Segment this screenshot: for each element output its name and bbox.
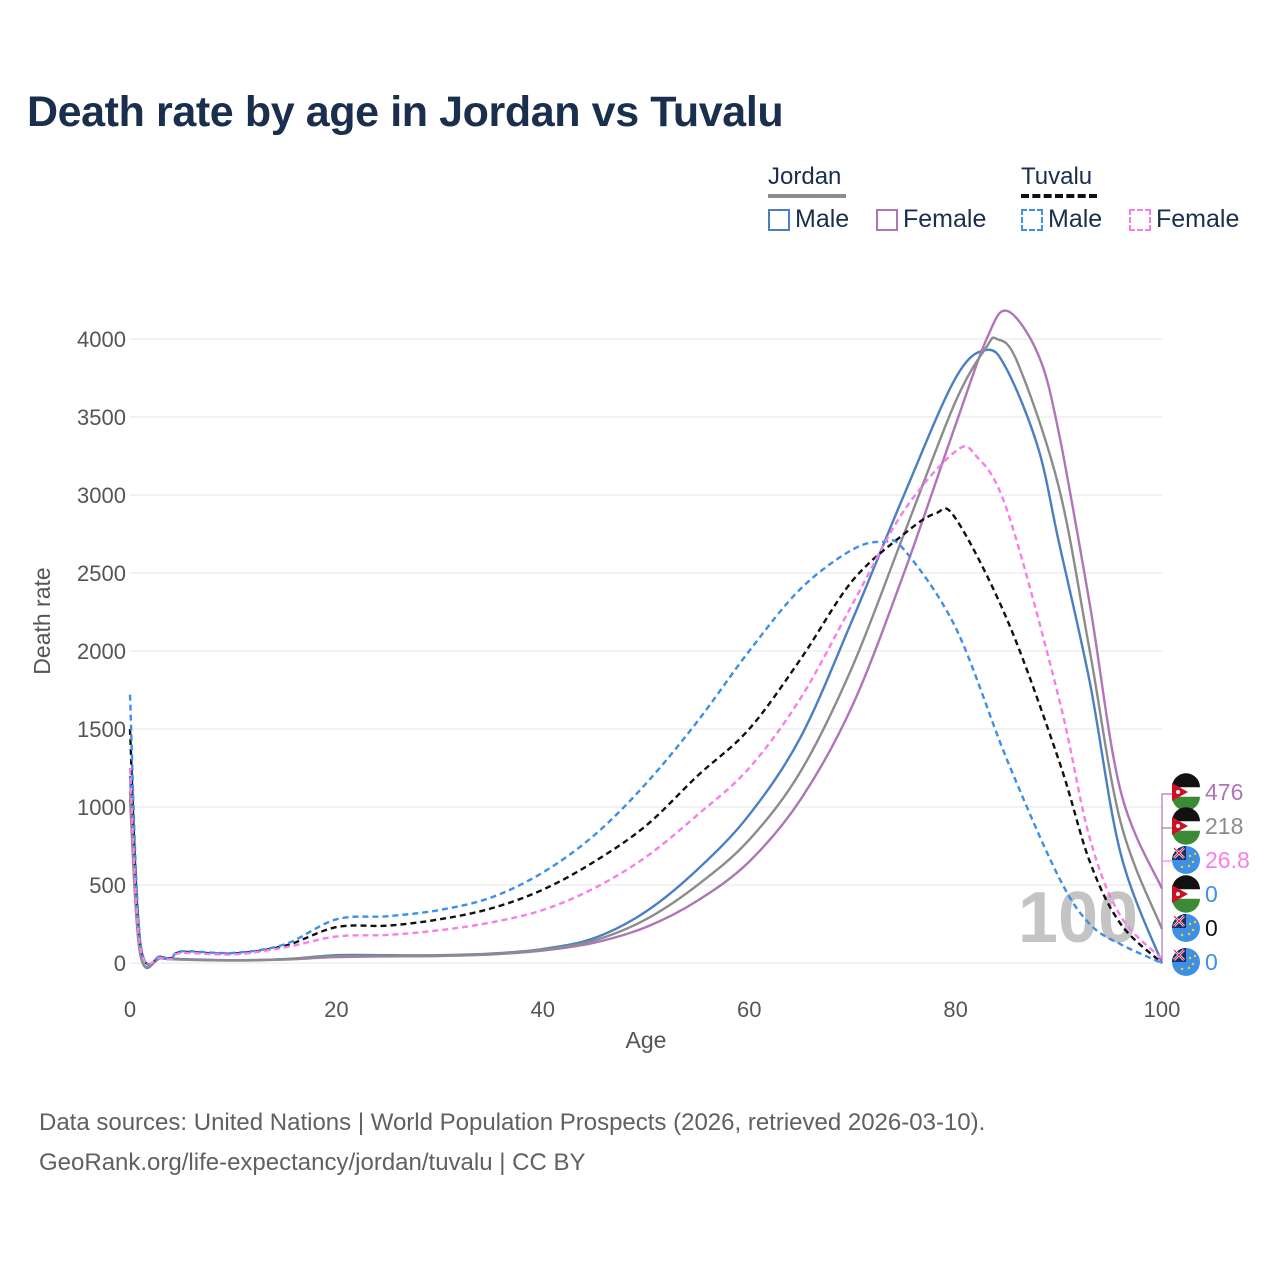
x-tick-label: 60 [737,997,761,1022]
legend-label: Male [1048,205,1103,233]
swatch-icon [768,208,790,231]
series-line-jordan-male[interactable] [128,348,1164,970]
age-watermark: 100 [1018,878,1138,958]
y-tick-label: 1500 [77,717,126,742]
legend-jordan-male[interactable]: Male [768,205,849,234]
footer-sources: Data sources: United Nations | World Pop… [39,1109,986,1136]
x-tick-label: 100 [1144,997,1181,1022]
legend-label: Male [795,205,850,233]
tuvalu-flag-icon [1172,846,1200,874]
x-tick-label: 80 [943,997,967,1022]
y-tick-label: 2500 [77,561,126,586]
y-tick-label: 3500 [77,405,126,430]
end-value-label: 476 [1205,779,1243,805]
end-value-label: 0 [1205,881,1218,907]
legend-label: Female [1156,205,1240,233]
x-tick-label: 0 [124,997,136,1022]
end-value-label: 0 [1205,915,1218,941]
y-axis-label: Death rate [29,567,55,674]
series-line-tuvalu-total[interactable] [128,507,1163,966]
end-value-label: 0 [1205,949,1218,975]
series-line-jordan-total[interactable] [128,336,1164,969]
tuvalu-flag-icon [1172,948,1200,976]
y-tick-label: 1000 [77,795,126,820]
series-line-tuvalu-male[interactable] [128,539,1163,966]
legend-group-label: Tuvalu [1021,163,1093,190]
legend-tuvalu-female[interactable]: Female [1129,205,1239,234]
series-line-jordan-female[interactable] [128,309,1164,969]
legend-label: Female [903,205,987,233]
y-tick-label: 500 [89,873,126,898]
footer-link[interactable]: GeoRank.org/life-expectancy/jordan/tuval… [39,1149,586,1176]
legend-jordan-female[interactable]: Female [876,205,986,234]
legend-group-tuvalu[interactable]: Tuvalu [1021,163,1097,198]
swatch-icon [876,208,898,231]
legend-group-line [768,194,846,198]
connector-line [1161,793,1175,963]
series-line-tuvalu-female[interactable] [128,444,1163,966]
jordan-flag-icon [1172,773,1200,811]
jordan-flag-icon [1172,875,1200,913]
jordan-flag-icon [1172,807,1200,845]
legend-group-label: Jordan [768,163,842,190]
x-axis-label: Age [626,1027,667,1053]
legend-group-line [1021,194,1097,198]
x-tick-label: 20 [324,997,348,1022]
y-tick-label: 4000 [77,327,126,352]
swatch-icon [1021,208,1043,231]
chart-title: Death rate by age in Jordan vs Tuvalu [27,88,784,136]
swatch-icon [1129,208,1151,231]
y-tick-label: 2000 [77,639,126,664]
end-value-label: 218 [1205,813,1243,839]
legend-tuvalu-male[interactable]: Male [1021,205,1102,234]
legend-group-jordan[interactable]: Jordan [768,163,846,198]
y-tick-label: 3000 [77,483,126,508]
x-tick-label: 40 [531,997,555,1022]
end-value-label: 26.8 [1205,847,1250,873]
tuvalu-flag-icon [1172,914,1200,942]
y-tick-label: 0 [114,951,126,976]
